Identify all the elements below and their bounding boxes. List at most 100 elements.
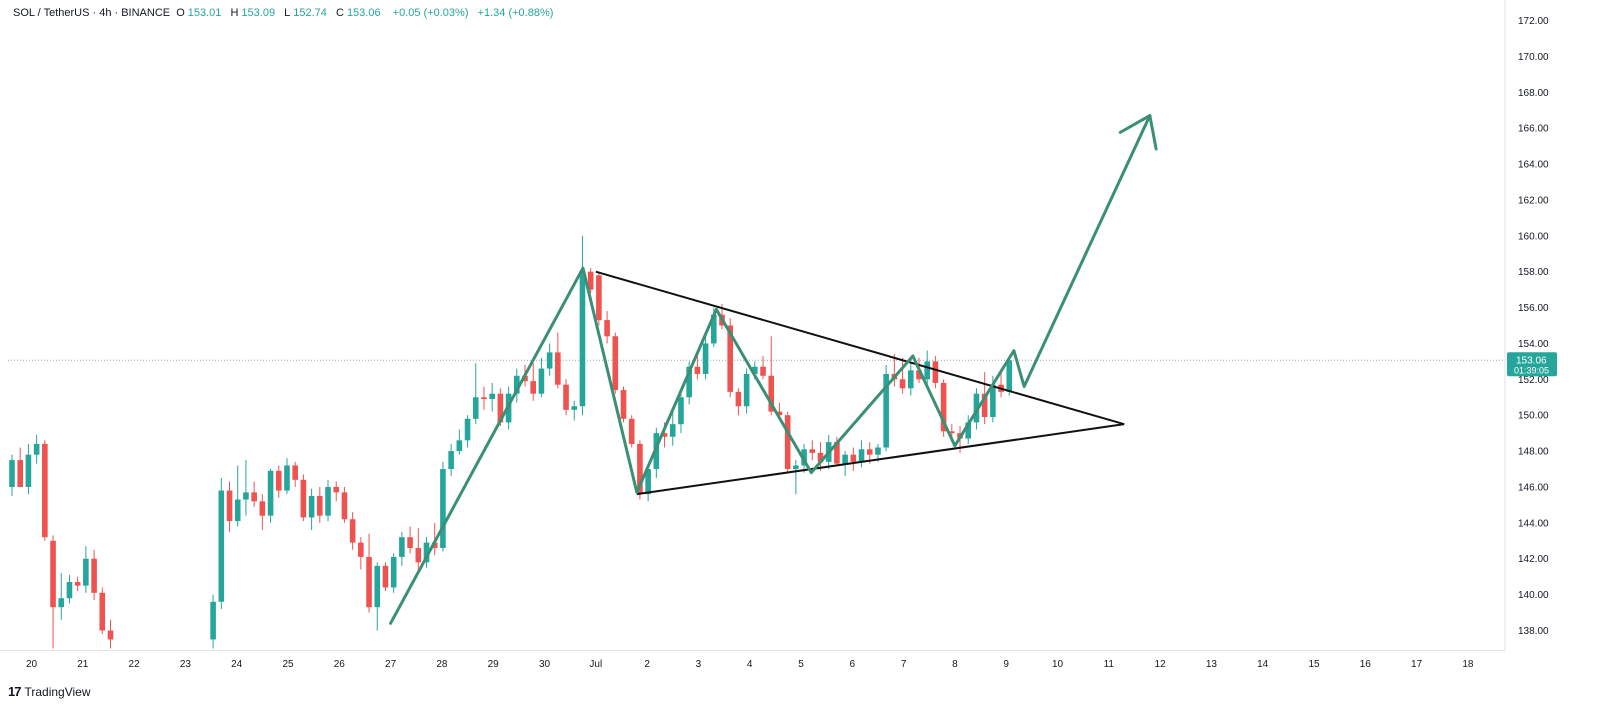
candle-body [300, 479, 307, 518]
candle-body [563, 384, 569, 410]
candle-body [579, 271, 586, 407]
candle-up [9, 454, 15, 496]
last-price-tag: 153.06 01:39:05 [1507, 352, 1557, 377]
candle-up [399, 531, 405, 566]
candle-body [74, 582, 81, 586]
price-tick-label: 150.00 [1518, 411, 1549, 422]
candle-body [374, 565, 381, 608]
candle-down [358, 537, 364, 570]
candle-up [25, 443, 32, 495]
candle-body [875, 447, 881, 455]
candle-body [555, 352, 561, 385]
time-tick-label: 4 [747, 659, 753, 670]
candle-down [555, 332, 561, 389]
candle-down [99, 587, 106, 635]
candle-body [33, 443, 40, 455]
candle-body [620, 390, 627, 419]
candle-up [464, 415, 471, 448]
candle-body [571, 406, 578, 410]
candle-up [218, 478, 225, 609]
candle-body [243, 492, 249, 500]
tradingview-logo-text: TradingView [24, 684, 91, 699]
candle-down [17, 447, 24, 487]
candle-down [259, 494, 266, 531]
candle-down [74, 576, 81, 592]
candle-up [793, 460, 799, 495]
candle-up [267, 469, 274, 523]
candle-up [308, 488, 315, 531]
candle-body [661, 433, 668, 437]
candle-down [587, 268, 594, 294]
candle-body [587, 271, 594, 290]
candle-body [431, 542, 438, 548]
candle-body [390, 556, 397, 588]
candle-body [218, 490, 225, 602]
candle-down [760, 356, 766, 380]
price-tick-label: 162.00 [1518, 195, 1549, 206]
candle-down [382, 562, 389, 592]
candle-body [489, 393, 495, 400]
time-tick-label: 17 [1411, 659, 1423, 670]
candle-down [940, 379, 947, 437]
candle-up [210, 594, 216, 649]
candle-up [858, 440, 865, 468]
candle-body [940, 382, 947, 432]
candle-body [415, 547, 422, 563]
price-tick-label: 160.00 [1518, 231, 1549, 242]
price-tick-label: 166.00 [1518, 124, 1549, 135]
candle-down [107, 619, 114, 649]
price-tick-label: 148.00 [1518, 447, 1549, 458]
price-tick-label: 152.00 [1518, 375, 1549, 386]
candle-up [678, 391, 684, 434]
candle-up [284, 458, 290, 495]
candle-body [251, 492, 257, 502]
candle-down [694, 354, 701, 380]
candle-body [440, 469, 446, 548]
candle-body [464, 418, 471, 441]
time-tick-label: 25 [282, 659, 294, 670]
triangle-upper-trendline [595, 270, 1125, 426]
candle-body [325, 486, 331, 516]
candle-down [42, 440, 48, 541]
candle-down [784, 411, 791, 473]
candle-body [358, 542, 364, 557]
candle-body [83, 558, 89, 586]
candle-down [366, 533, 372, 613]
candle-body [981, 393, 988, 417]
candle-body [407, 537, 413, 548]
candle-up [1006, 360, 1013, 396]
candle-body [234, 499, 241, 522]
candle-up [702, 336, 709, 380]
candle-down [407, 526, 413, 554]
last-price-tag-box [1507, 352, 1557, 377]
candle-up [571, 400, 578, 421]
candle-down [251, 481, 257, 507]
time-axis[interactable]: 20 21 22 23 24 25 26 27 28 29 30 Jul 2 3 4 5 6 7 8 9 10 11 12 1… [26, 659, 1474, 670]
candle-up [743, 368, 750, 414]
ohlc-close: C 153.06 [335, 7, 381, 19]
candle-body [965, 422, 972, 439]
symbol-title[interactable]: SOL / TetherUS · 4h · BINANCE [13, 7, 171, 19]
price-change: +0.05 (+0.03%) [392, 7, 469, 19]
candle-down [637, 440, 643, 500]
candle-body [17, 460, 24, 487]
candle-body [42, 443, 48, 538]
candle-body [481, 397, 487, 400]
time-tick-label: 9 [1003, 659, 1009, 670]
candle-down [530, 363, 537, 401]
price-axis[interactable]: 138.00 140.00 142.00 144.00 146.00 148.00 150.… [1518, 16, 1549, 637]
candle-body [932, 361, 939, 383]
candle-body [292, 465, 298, 480]
candle-up [883, 364, 889, 452]
candle-body [817, 452, 824, 462]
time-tick-label: 14 [1257, 659, 1269, 670]
tradingview-logo[interactable]: 17 TradingView [8, 684, 91, 699]
candle-down [817, 442, 824, 471]
candle-down [415, 528, 422, 574]
candle-down [275, 465, 282, 498]
candle-body [842, 454, 848, 464]
candle-body [907, 370, 914, 389]
